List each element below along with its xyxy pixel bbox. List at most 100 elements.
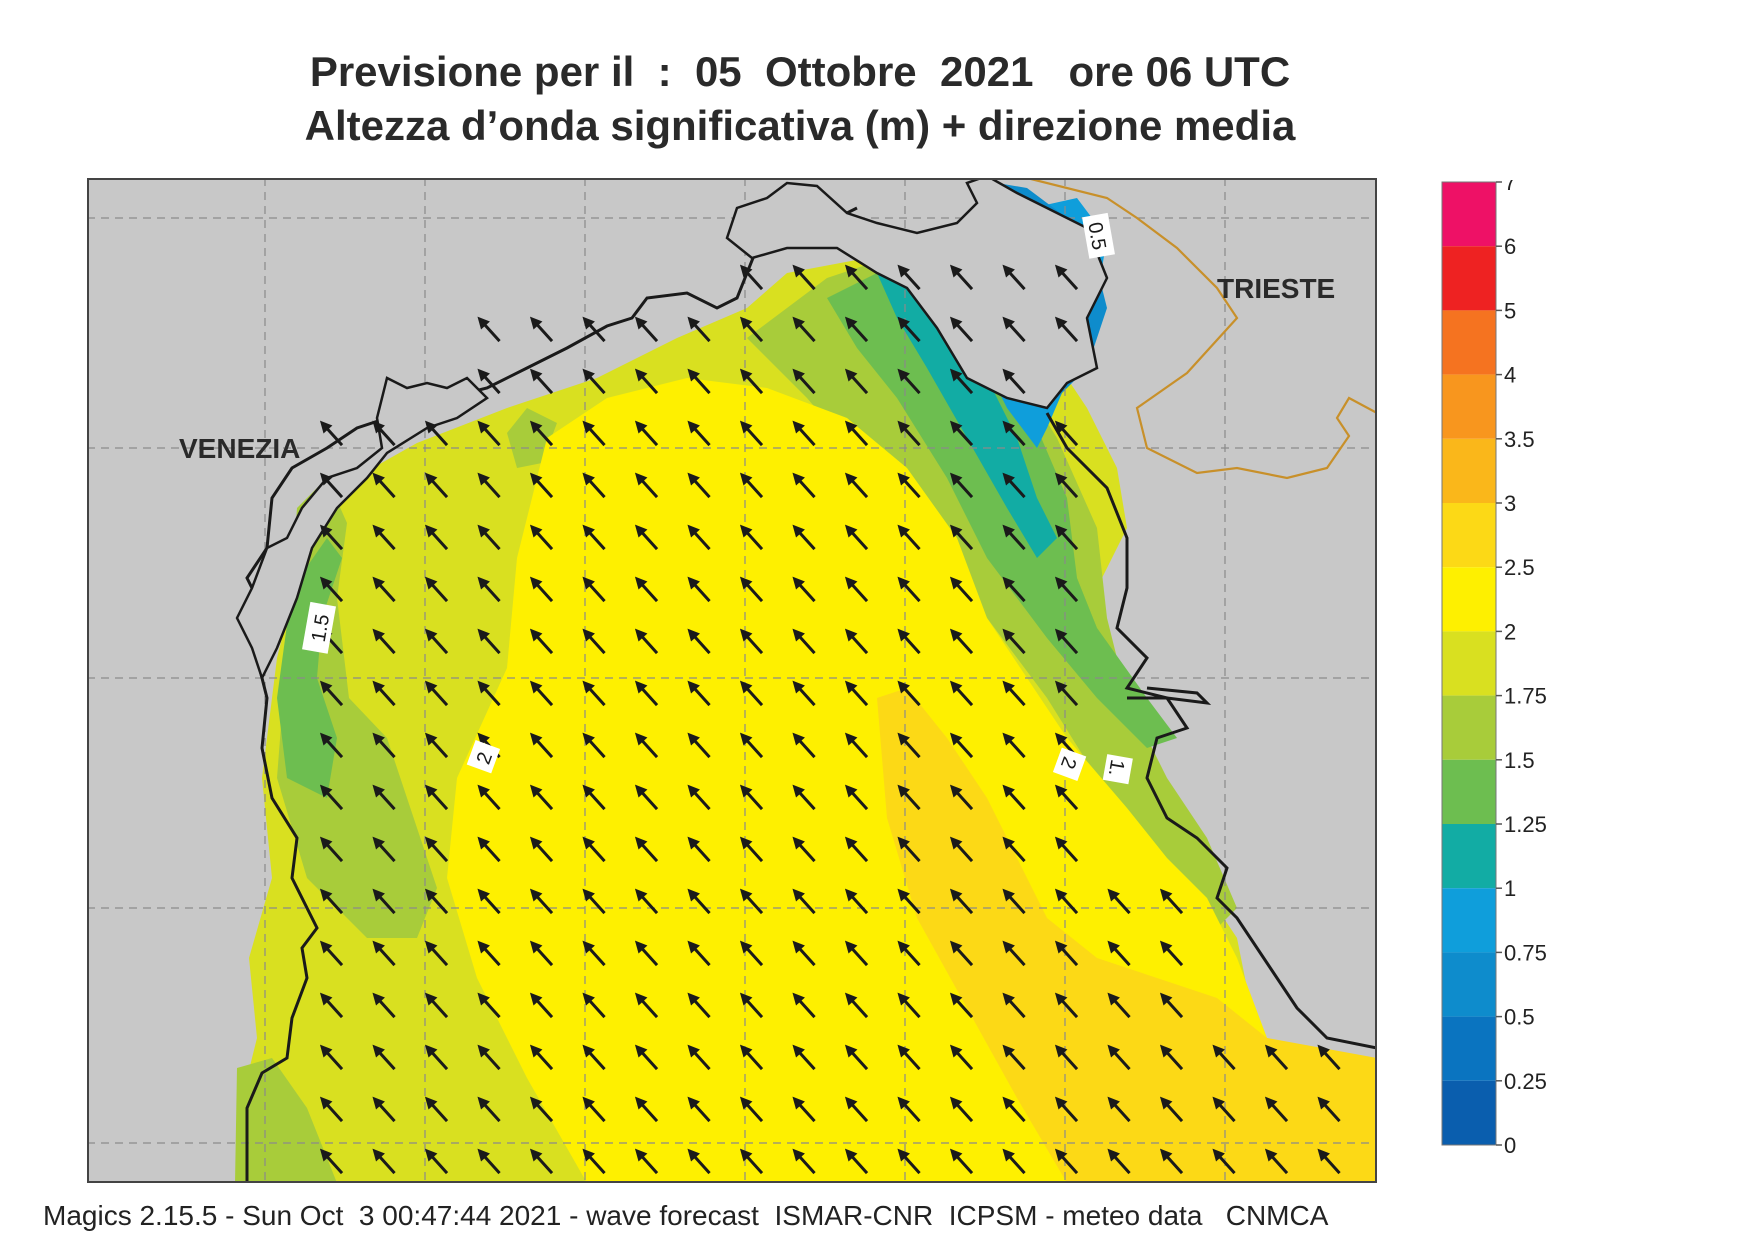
wave-direction-arrow — [1002, 628, 1026, 655]
wave-direction-arrow — [582, 368, 606, 395]
legend-swatch — [1442, 1080, 1496, 1145]
wave-direction-arrow — [1002, 888, 1026, 915]
wave-direction-arrow — [634, 940, 659, 967]
legend-tick-label: 0.75 — [1504, 940, 1547, 965]
wave-direction-arrow — [477, 628, 501, 655]
wave-direction-arrow — [1317, 1044, 1341, 1071]
wave-direction-arrow — [1212, 1148, 1236, 1175]
wave-direction-arrow — [739, 1148, 764, 1175]
wave-direction-arrow — [582, 680, 606, 707]
legend-tick-label: 0 — [1504, 1133, 1516, 1158]
wave-direction-arrow — [1054, 576, 1079, 603]
wave-direction-arrow — [319, 784, 344, 811]
legend-swatch — [1442, 246, 1496, 311]
wave-direction-arrow — [634, 992, 659, 1019]
wave-direction-arrow — [739, 732, 764, 759]
wave-direction-arrow — [529, 1148, 554, 1175]
legend-swatch — [1442, 567, 1496, 632]
wave-direction-arrow — [1002, 264, 1026, 291]
legend-tick-label: 6 — [1504, 234, 1516, 259]
svg-text:0.5: 0.5 — [1083, 221, 1109, 252]
wave-direction-arrow — [792, 524, 816, 551]
legend-swatch — [1442, 759, 1496, 824]
wave-direction-arrow — [739, 368, 764, 395]
wave-direction-arrow — [1054, 1096, 1079, 1123]
wave-direction-arrow — [792, 368, 816, 395]
legend-swatch — [1442, 1016, 1496, 1081]
coastline-lagoon — [235, 376, 489, 682]
wave-direction-arrow — [477, 992, 501, 1019]
wave-direction-arrow — [1212, 1096, 1236, 1123]
wave-direction-arrow — [372, 524, 396, 551]
wave-direction-arrow — [897, 628, 921, 655]
wave-direction-arrow — [372, 784, 396, 811]
legend-tick-label: 1.25 — [1504, 812, 1547, 837]
legend-swatch — [1442, 824, 1496, 889]
wave-direction-arrow — [949, 628, 974, 655]
wave-direction-arrow — [1264, 1148, 1289, 1175]
wave-direction-arrow — [634, 472, 659, 499]
wave-direction-arrow — [739, 264, 764, 291]
wave-direction-arrow — [424, 992, 449, 1019]
wave-direction-arrow — [319, 420, 344, 447]
wave-direction-arrow — [792, 576, 816, 603]
wave-direction-arrow — [424, 940, 449, 967]
wave-direction-arrow — [897, 1044, 921, 1071]
wave-direction-arrow — [424, 836, 449, 863]
wave-direction-arrow — [319, 1148, 344, 1175]
wave-direction-arrow — [1054, 836, 1079, 863]
wave-direction-arrow — [477, 836, 501, 863]
wave-direction-arrow — [1107, 940, 1131, 967]
wave-direction-arrow — [739, 784, 764, 811]
legend-swatch — [1442, 374, 1496, 439]
wave-direction-arrow — [739, 524, 764, 551]
wave-direction-arrow — [1054, 1148, 1079, 1175]
wave-direction-arrow — [844, 888, 869, 915]
wave-direction-arrow — [372, 992, 396, 1019]
wave-direction-arrow — [687, 1096, 711, 1123]
wave-direction-arrow — [529, 784, 554, 811]
wave-direction-arrow — [844, 732, 869, 759]
graticule — [87, 178, 1377, 1183]
contour-label-2-east: 2 — [1052, 747, 1087, 781]
wave-direction-arrow — [634, 888, 659, 915]
wave-direction-arrow — [1054, 316, 1079, 343]
wave-direction-arrow — [897, 1096, 921, 1123]
wave-direction-arrow — [1002, 784, 1026, 811]
wave-direction-arrow — [1002, 992, 1026, 1019]
wave-direction-arrow — [634, 1044, 659, 1071]
wave-direction-arrow — [739, 940, 764, 967]
wave-direction-arrow — [529, 628, 554, 655]
wave-direction-arrow — [897, 316, 921, 343]
wave-direction-arrow — [477, 1096, 501, 1123]
wave-direction-arrow — [1054, 1044, 1079, 1071]
wave-direction-arrow — [844, 1044, 869, 1071]
legend-tick-label: 0.5 — [1504, 1005, 1535, 1030]
wave-direction-arrow — [1264, 1044, 1289, 1071]
wave-direction-arrow — [949, 888, 974, 915]
wave-direction-arrow — [582, 836, 606, 863]
country-border — [1026, 178, 1377, 480]
wave-direction-arrow — [897, 992, 921, 1019]
wave-direction-arrow — [844, 472, 869, 499]
wave-direction-arrow — [844, 420, 869, 447]
wave-direction-arrow — [1002, 1096, 1026, 1123]
wave-direction-arrow — [372, 576, 396, 603]
wave-direction-arrow — [529, 472, 554, 499]
wave-direction-arrow — [634, 628, 659, 655]
wave-direction-arrow — [529, 316, 554, 343]
wave-direction-arrow — [897, 888, 921, 915]
wave-direction-arrow — [792, 888, 816, 915]
legend-swatch — [1442, 438, 1496, 503]
wave-direction-arrow — [529, 732, 554, 759]
chart-title: Previsione per il : 05 Ottobre 2021 ore … — [309, 48, 1291, 95]
contour-label-1-east: 1. — [1102, 754, 1133, 785]
wave-direction-arrow — [844, 836, 869, 863]
wave-direction-arrow — [477, 940, 501, 967]
wave-direction-arrow — [582, 1096, 606, 1123]
wave-direction-arrow — [687, 836, 711, 863]
wave-direction-arrow — [687, 524, 711, 551]
wave-direction-arrow — [582, 472, 606, 499]
wave-direction-arrow — [739, 992, 764, 1019]
wave-direction-arrow — [739, 836, 764, 863]
